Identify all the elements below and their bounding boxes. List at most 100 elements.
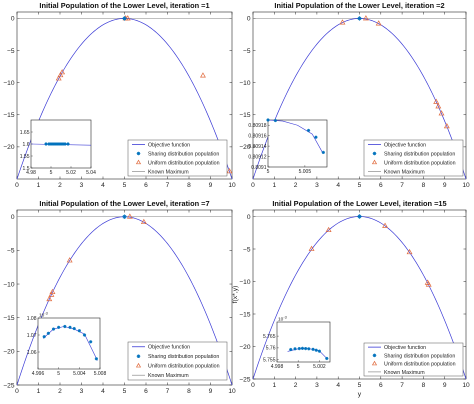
x-axis-label: y (358, 391, 362, 398)
inset-y-tick-label: 1.65 (20, 130, 30, 136)
sharing-point-stroke (273, 119, 277, 122)
sharing-point-stroke (311, 347, 315, 351)
inset-y-tick-label: 1.06 (27, 350, 37, 356)
sharing-point (72, 326, 76, 331)
x-tick-label: 7 (400, 182, 404, 189)
inset-x-tick-label: 5 (57, 371, 60, 377)
sharing-point (300, 346, 305, 350)
sharing-point (77, 329, 81, 333)
inset-y-tick-label: 5.765 (263, 334, 276, 340)
uniform-point (124, 15, 131, 21)
y-tick-label: −25 (239, 376, 251, 383)
inset-exponent-base: 10 (278, 317, 284, 323)
inset-plot: 4.996 5 5.004 5.008 1.08 1.07 1.06 10-3 (27, 312, 107, 377)
x-tick-label: 8 (187, 388, 191, 395)
sharing-point-stroke (122, 214, 127, 219)
x-tick-label: 6 (379, 182, 383, 189)
sharing-point (297, 346, 301, 351)
uniform-point (200, 72, 206, 78)
subplot-2: Initial Population of the Lower Level, i… (239, 1, 470, 189)
x-tick-label: 5 (358, 182, 362, 189)
y-tick-label: −15 (3, 315, 15, 322)
sharing-point-stroke (372, 151, 377, 156)
sharing-point (46, 331, 50, 335)
sharing-point-stroke (46, 331, 50, 335)
sharing-point (122, 214, 127, 219)
x-tick-label: 8 (187, 182, 191, 189)
x-tick-label: 6 (144, 388, 148, 395)
inset-x-tick-label: 5 (50, 170, 53, 176)
sharing-point (57, 325, 61, 329)
inset-y-tick-label: 1.5 (23, 166, 30, 172)
sharing-point (89, 340, 93, 344)
legend: Objective function Sharing distribution p… (127, 341, 228, 381)
legend-box (363, 342, 464, 377)
chart-title: Initial Population of the Lower Level, i… (39, 199, 209, 208)
sharing-point-stroke (122, 16, 127, 21)
uniform-point (371, 360, 378, 366)
x-tick-label: 1 (272, 182, 276, 189)
y-tick-label: −10 (239, 279, 251, 286)
sharing-point (372, 151, 377, 156)
inset-exponent-base: 10 (39, 313, 45, 319)
x-tick-label: 3 (80, 182, 84, 189)
uniform-point (371, 159, 378, 165)
sharing-point-stroke (293, 347, 297, 351)
sharing-point (63, 324, 67, 329)
x-tick-label: 9 (443, 382, 447, 389)
sharing-point-stroke (266, 118, 270, 122)
sharing-point-stroke (44, 142, 48, 146)
y-tick-label: −20 (3, 144, 15, 151)
y-tick-label: 0 (247, 16, 251, 23)
uniform-point (55, 75, 62, 81)
legend-label: Known Maximum (384, 169, 425, 175)
sharing-point (306, 128, 311, 133)
sharing-point-stroke (357, 16, 362, 21)
sharing-point (357, 16, 362, 21)
x-tick-label: 7 (166, 388, 170, 395)
sharing-point (307, 347, 311, 351)
x-tick-label: 6 (144, 182, 148, 189)
uniform-point (49, 288, 56, 295)
y-tick-label: 0 (11, 16, 15, 23)
inset-x-tick-label: 5.005 (299, 169, 312, 175)
inset-x-tick-label: 5.008 (94, 371, 107, 377)
sharing-point (94, 357, 98, 361)
y-tick-label: −5 (7, 48, 15, 55)
x-tick-label: 2 (294, 182, 298, 189)
inset-x-tick-label: 5.02 (66, 170, 76, 176)
uniform-point (140, 218, 147, 225)
sharing-point-stroke (83, 333, 86, 337)
inset-y-tick-label: 1.08 (27, 316, 37, 322)
sharing-point (317, 349, 321, 353)
sharing-point-stroke (89, 340, 93, 344)
inset-exponent-power: -3 (283, 316, 286, 320)
x-tick-label: 1 (272, 382, 276, 389)
legend-label: Objective function (148, 345, 190, 351)
inset-y-tick-label: 5.76 (266, 346, 276, 352)
x-tick-label: 3 (80, 388, 84, 395)
x-tick-label: 3 (315, 182, 319, 189)
sharing-point (66, 142, 70, 146)
sharing-point (82, 333, 87, 337)
inset-x-tick-label: 5 (267, 169, 270, 175)
inset-y-tick-label: 0.8091 (251, 165, 267, 171)
x-tick-label: 8 (422, 382, 426, 389)
x-tick-label: 5 (358, 382, 362, 389)
x-tick-label: 0 (251, 382, 255, 389)
sharing-point-stroke (52, 327, 55, 331)
x-tick-label: 3 (315, 382, 319, 389)
inset-x-tick-label: 5.04 (86, 170, 96, 176)
x-tick-label: 0 (15, 182, 19, 189)
chart-title: Initial Population of the Lower Level, i… (272, 199, 446, 208)
sharing-point (289, 347, 293, 352)
inset-y-tick-label: 1.6 (23, 142, 30, 148)
sharing-point-stroke (301, 346, 304, 350)
uniform-point (59, 69, 66, 75)
uniform-point (406, 248, 413, 255)
sharing-point-stroke (289, 348, 293, 351)
sharing-point-stroke (136, 354, 141, 358)
sharing-point (122, 16, 127, 21)
sharing-point (357, 214, 362, 219)
x-tick-label: 5 (123, 388, 127, 395)
